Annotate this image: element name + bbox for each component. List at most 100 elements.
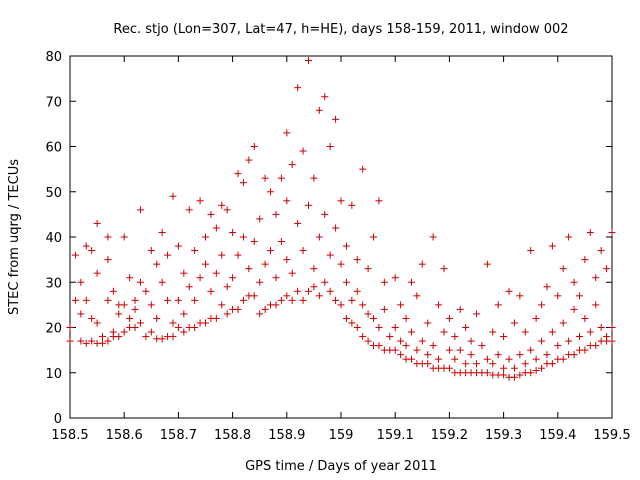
data-point: [202, 233, 209, 241]
data-point: [608, 324, 616, 331]
data-point: [136, 319, 144, 327]
data-point: [77, 310, 85, 318]
data-point: [570, 278, 578, 286]
data-point: [120, 233, 128, 241]
y-tick-label: 10: [45, 367, 62, 382]
data-point: [597, 247, 605, 255]
data-point: [326, 143, 334, 150]
data-point: [104, 233, 112, 241]
data-point: [131, 296, 139, 304]
data-point: [234, 170, 242, 178]
data-point: [169, 192, 177, 200]
data-point: [353, 324, 361, 331]
data-point: [473, 310, 480, 318]
data-point: [229, 228, 237, 236]
data-point: [294, 287, 302, 295]
y-axis-title: STEC from uqrg / TECUs: [7, 159, 22, 315]
data-point: [288, 296, 296, 304]
data-point: [283, 197, 291, 205]
data-point: [304, 201, 312, 209]
data-point: [202, 319, 209, 327]
data-point: [250, 143, 258, 150]
data-point: [516, 351, 524, 359]
data-point: [386, 333, 394, 341]
data-point: [207, 287, 215, 295]
data-point: [71, 251, 79, 259]
data-point: [256, 215, 264, 223]
data-point: [581, 314, 589, 322]
data-point: [575, 292, 583, 300]
data-point: [310, 174, 318, 182]
y-tick-label: 20: [45, 322, 62, 337]
y-tick-label: 80: [45, 50, 62, 65]
x-tick-label: 159.3: [485, 428, 522, 443]
data-point: [250, 292, 258, 300]
data-point: [337, 260, 345, 268]
data-point: [337, 197, 345, 205]
data-point: [429, 342, 437, 350]
data-point: [424, 319, 432, 327]
data-point: [239, 296, 247, 304]
data-point: [153, 260, 161, 268]
data-point: [207, 210, 215, 218]
data-point: [554, 342, 562, 350]
data-point: [315, 106, 323, 114]
data-point: [559, 265, 567, 273]
data-point: [147, 301, 155, 309]
data-point: [500, 333, 508, 341]
data-point: [462, 360, 470, 368]
data-point: [185, 283, 193, 291]
data-point: [543, 283, 551, 291]
y-tick-label: 40: [45, 231, 62, 246]
data-point: [185, 206, 193, 214]
data-point: [608, 228, 616, 236]
data-point: [191, 296, 199, 304]
data-point: [82, 296, 90, 304]
data-point: [180, 328, 188, 336]
data-point: [283, 292, 291, 300]
data-point: [169, 319, 177, 327]
data-point: [272, 274, 280, 282]
data-point: [104, 296, 112, 304]
data-point: [99, 339, 107, 347]
data-point: [93, 269, 101, 277]
data-point: [234, 251, 242, 259]
data-point: [229, 274, 237, 282]
data-point: [538, 337, 546, 345]
data-point: [554, 292, 562, 300]
data-point: [397, 301, 405, 309]
x-tick-label: 159.1: [377, 428, 414, 443]
data-point: [418, 337, 426, 345]
y-tick-label: 70: [45, 95, 62, 110]
data-point: [489, 328, 497, 336]
data-point: [77, 278, 85, 286]
data-point: [483, 369, 491, 377]
data-point: [424, 360, 432, 368]
data-point: [348, 319, 356, 327]
data-point: [483, 260, 491, 268]
data-point: [559, 319, 567, 327]
data-point: [142, 287, 150, 295]
x-axis-ticks: 158.5 158.6 158.7 158.8 158.9 159 159.1 159.2 15…: [51, 56, 631, 443]
data-point: [299, 147, 307, 155]
data-point: [364, 337, 372, 345]
data-point: [212, 314, 220, 322]
data-point: [451, 333, 459, 341]
data-point: [202, 260, 209, 268]
data-point: [364, 265, 372, 273]
data-point: [494, 351, 502, 359]
data-point: [407, 355, 415, 363]
data-point: [66, 324, 74, 331]
data-point: [359, 301, 367, 309]
data-point: [510, 319, 518, 327]
data-point: [483, 355, 491, 363]
data-point: [445, 314, 453, 322]
data-point: [239, 233, 247, 241]
data-point: [467, 337, 475, 345]
data-point: [445, 364, 453, 372]
data-point: [82, 339, 90, 347]
data-point: [543, 351, 551, 359]
x-tick-label: 158.9: [268, 428, 305, 443]
data-point: [245, 265, 253, 273]
data-point: [315, 233, 323, 241]
